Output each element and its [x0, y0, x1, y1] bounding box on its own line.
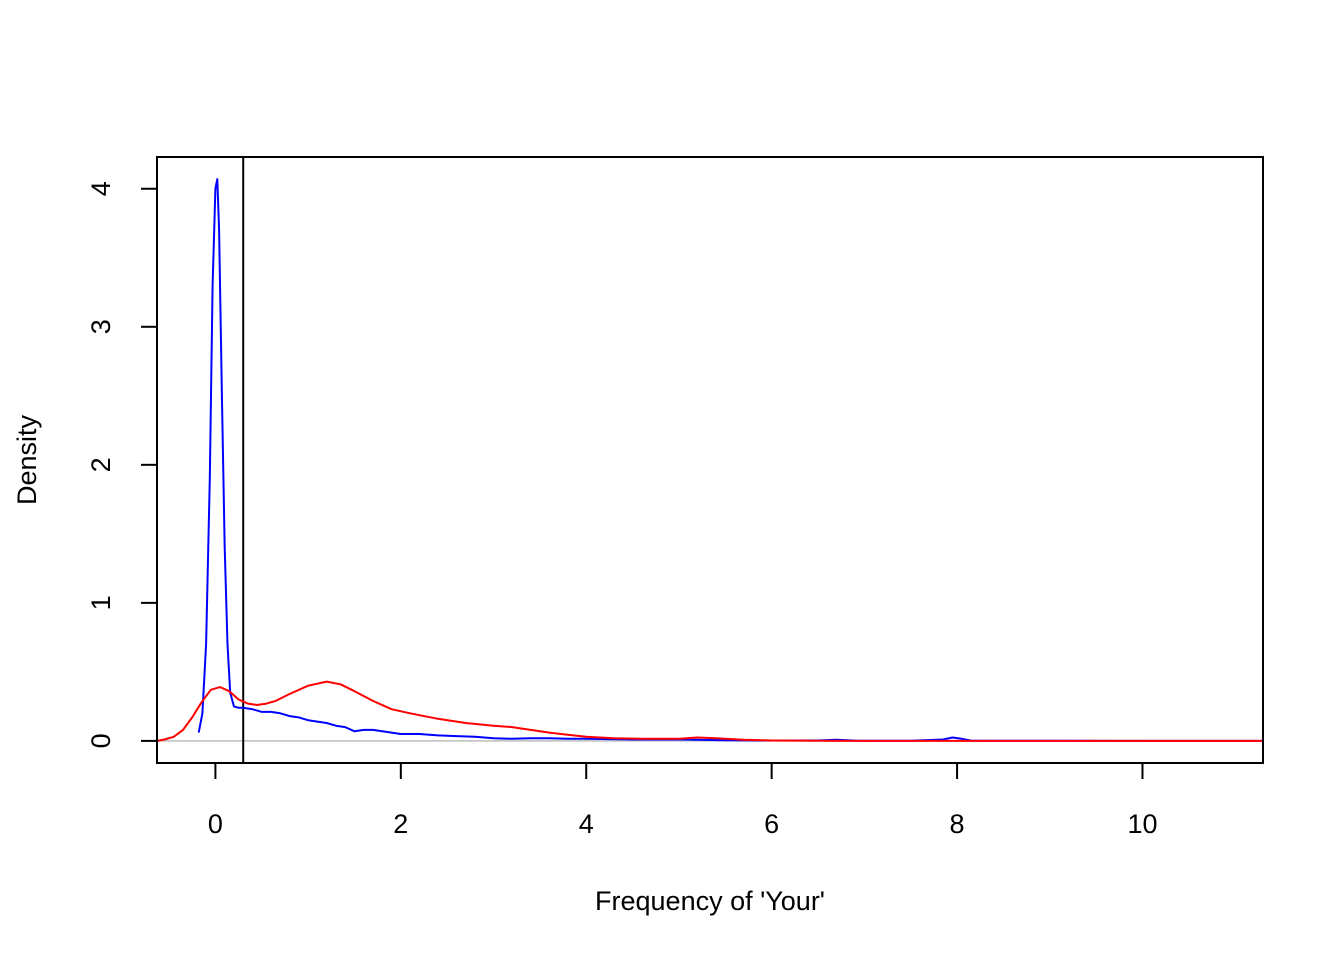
x-axis-title: Frequency of 'Your': [595, 886, 825, 916]
x-axis: 0 2 4 6 8 10: [208, 762, 1158, 839]
x-tick-label: 10: [1127, 809, 1157, 839]
x-tick-label: 6: [764, 809, 779, 839]
x-tick-label: 2: [393, 809, 408, 839]
y-tick-label: 4: [86, 181, 116, 196]
x-tick-label: 8: [950, 809, 965, 839]
y-tick-label: 0: [86, 733, 116, 748]
y-axis-title: Density: [12, 414, 42, 505]
y-tick-label: 1: [86, 595, 116, 610]
x-tick-label: 4: [579, 809, 594, 839]
y-tick-label: 3: [86, 319, 116, 334]
y-axis: 0 1 2 3 4: [86, 181, 158, 748]
y-tick-label: 2: [86, 457, 116, 472]
x-tick-label: 0: [208, 809, 223, 839]
density-line-2: [157, 680, 1263, 742]
plot-area: [157, 157, 1263, 763]
